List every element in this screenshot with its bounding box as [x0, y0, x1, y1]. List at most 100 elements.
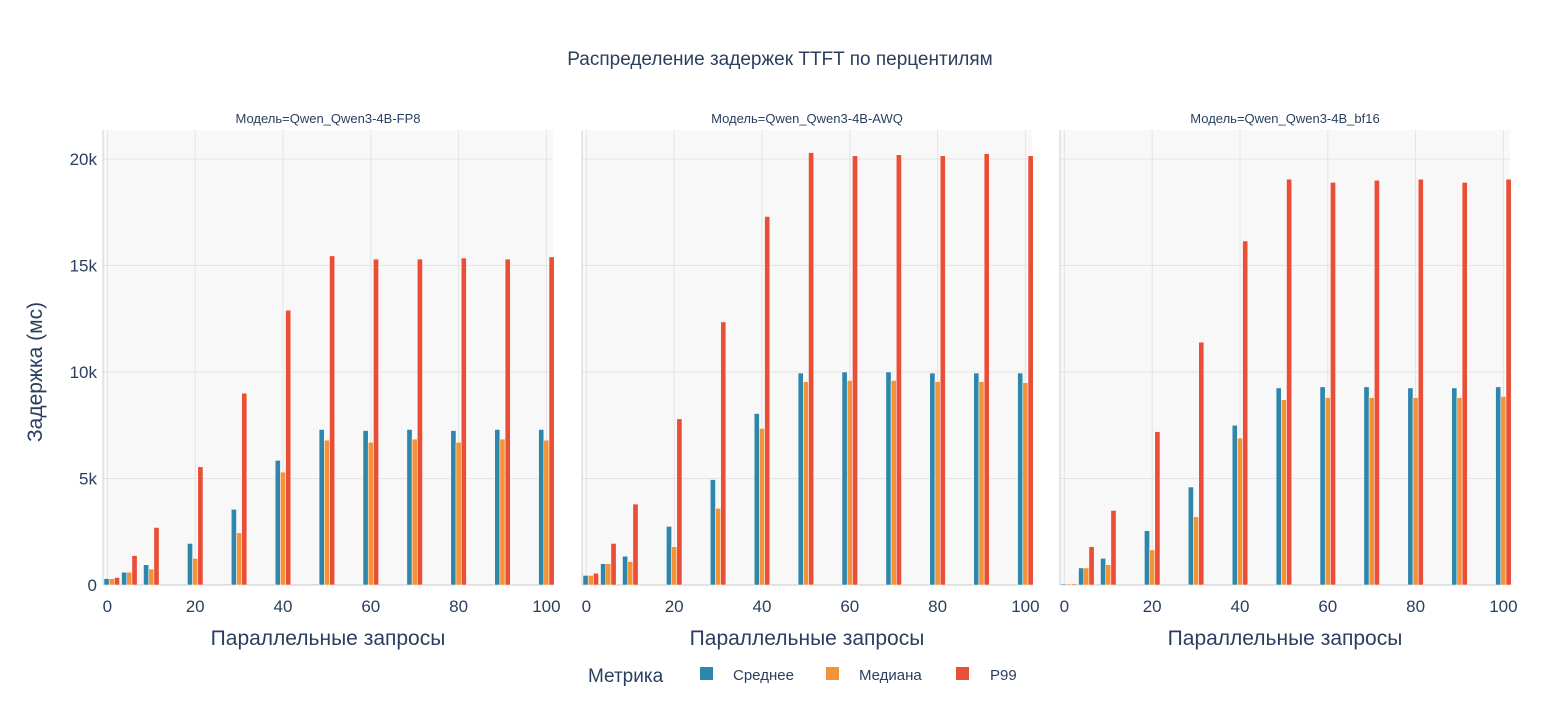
- bar-Медиана-80: [455, 442, 462, 586]
- bar-Среднее-70: [885, 371, 892, 586]
- bar-P99-60: [373, 258, 379, 586]
- bar-P99-100: [1027, 155, 1034, 586]
- bar-P99-50: [1286, 178, 1292, 586]
- bar-Среднее-20: [1144, 530, 1150, 586]
- bar-Медиана-40: [1237, 437, 1243, 586]
- bar-Среднее-30: [231, 509, 237, 586]
- bar-P99-90: [1461, 182, 1468, 586]
- bar-Медиана-10: [627, 561, 634, 586]
- bar-Среднее-60: [841, 371, 848, 586]
- legend-swatch-mean[interactable]: [700, 667, 713, 680]
- bar-P99-80: [939, 155, 946, 586]
- x-tick-label: 40: [1231, 597, 1250, 616]
- bar-Медиана-1: [1065, 583, 1072, 586]
- bar-Среднее-80: [450, 430, 457, 586]
- bar-Среднее-10: [622, 555, 628, 586]
- x-tick-label: 80: [449, 597, 468, 616]
- bar-P99-100: [548, 256, 555, 586]
- legend: Метрика Среднее Медиана P99: [588, 666, 1017, 687]
- bar-P99-70: [417, 258, 423, 586]
- legend-label-mean[interactable]: Среднее: [733, 667, 794, 684]
- bar-Среднее-50: [318, 429, 325, 586]
- bar-P99-20: [1154, 431, 1161, 586]
- y-tick-label: 5k: [79, 469, 97, 488]
- bar-Среднее-100: [538, 429, 545, 586]
- panel-2: 0 20 40 60 80 100 Модель=Qwen_Qwen3-4B-AWQ Пара…: [581, 111, 1040, 650]
- panel-1: 0 20 40 60 80 100 0 5k 10k 15k 20k Модель=Qwen_Qwen…: [70, 111, 561, 650]
- bar-P99-50: [329, 255, 335, 586]
- bar-Среднее-80: [929, 372, 936, 586]
- x-axis-label: Параллельные запросы: [1168, 627, 1403, 650]
- bar-Среднее-100: [1495, 386, 1502, 586]
- x-axis-label: Параллельные запросы: [690, 627, 925, 650]
- bar-Среднее-80: [1407, 387, 1414, 586]
- bar-P99-30: [1198, 341, 1205, 586]
- bar-Медиана-60: [846, 380, 853, 586]
- bar-Среднее-60: [1319, 386, 1326, 586]
- bar-Медиана-5: [126, 571, 133, 586]
- bar-Среднее-1: [582, 575, 589, 586]
- bar-Медиана-5: [1083, 567, 1090, 586]
- bar-P99-20: [197, 466, 204, 586]
- bar-Медиана-70: [890, 380, 897, 586]
- bar-P99-60: [852, 155, 858, 586]
- bar-Среднее-10: [143, 564, 149, 586]
- bar-Медиана-60: [1324, 397, 1331, 586]
- bar-P99-40: [764, 216, 771, 586]
- bar-Среднее-5: [121, 571, 127, 586]
- bar-P99-50: [808, 152, 814, 586]
- bar-Медиана-90: [978, 381, 985, 586]
- bar-P99-5: [131, 555, 138, 586]
- bar-Среднее-1: [1060, 583, 1067, 586]
- bar-P99-90: [983, 153, 990, 586]
- legend-label-median[interactable]: Медиана: [859, 667, 922, 684]
- panel-title: Модель=Qwen_Qwen3-4B_bf16: [1190, 111, 1379, 126]
- bar-Медиана-30: [236, 532, 242, 586]
- bar-P99-100: [1505, 178, 1512, 586]
- y-tick-label: 20k: [70, 150, 98, 169]
- bar-P99-90: [504, 258, 511, 586]
- bar-Медиана-5: [605, 563, 612, 586]
- x-axis-label: Параллельные запросы: [211, 627, 446, 650]
- bar-P99-1: [593, 573, 599, 586]
- bar-P99-60: [1330, 182, 1336, 586]
- bar-P99-40: [285, 309, 292, 586]
- bar-Среднее-90: [973, 372, 980, 586]
- legend-swatch-p99[interactable]: [956, 667, 969, 680]
- bar-Среднее-1: [103, 578, 110, 586]
- bar-Среднее-5: [600, 563, 606, 586]
- bar-Среднее-10: [1100, 558, 1106, 586]
- bar-Медиана-40: [280, 471, 286, 586]
- legend-label-p99[interactable]: P99: [990, 667, 1017, 684]
- bar-Медиана-20: [192, 558, 199, 586]
- bar-P99-5: [1088, 546, 1095, 586]
- x-tick-label: 40: [274, 597, 293, 616]
- bar-Медиана-100: [1022, 382, 1029, 586]
- legend-title: Метрика: [588, 666, 664, 687]
- bar-Медиана-10: [148, 568, 155, 586]
- x-tick-label: 20: [186, 597, 205, 616]
- bar-Медиана-10: [1105, 564, 1112, 586]
- bar-Медиана-90: [1456, 397, 1463, 586]
- bar-Медиана-30: [1193, 516, 1199, 586]
- y-axis-label: Задержка (мс): [24, 302, 47, 442]
- panel-title: Модель=Qwen_Qwen3-4B-FP8: [235, 111, 420, 126]
- bar-Среднее-40: [274, 460, 281, 586]
- bar-Медиана-70: [1368, 397, 1375, 586]
- bar-Среднее-100: [1017, 372, 1024, 586]
- bar-P99-80: [460, 257, 467, 586]
- bar-P99-40: [1242, 240, 1249, 586]
- y-tick-label: 10k: [70, 363, 98, 382]
- bar-Среднее-5: [1078, 567, 1084, 586]
- bar-Среднее-90: [494, 429, 501, 586]
- bar-Медиана-1: [587, 575, 594, 586]
- bar-Среднее-50: [797, 372, 804, 586]
- bar-P99-5: [610, 543, 617, 586]
- bar-Среднее-30: [710, 479, 716, 586]
- bar-Медиана-1: [108, 578, 115, 586]
- bar-P99-10: [1110, 510, 1117, 586]
- bar-Среднее-90: [1451, 387, 1458, 586]
- legend-swatch-median[interactable]: [826, 667, 839, 680]
- bar-P99-30: [720, 321, 727, 586]
